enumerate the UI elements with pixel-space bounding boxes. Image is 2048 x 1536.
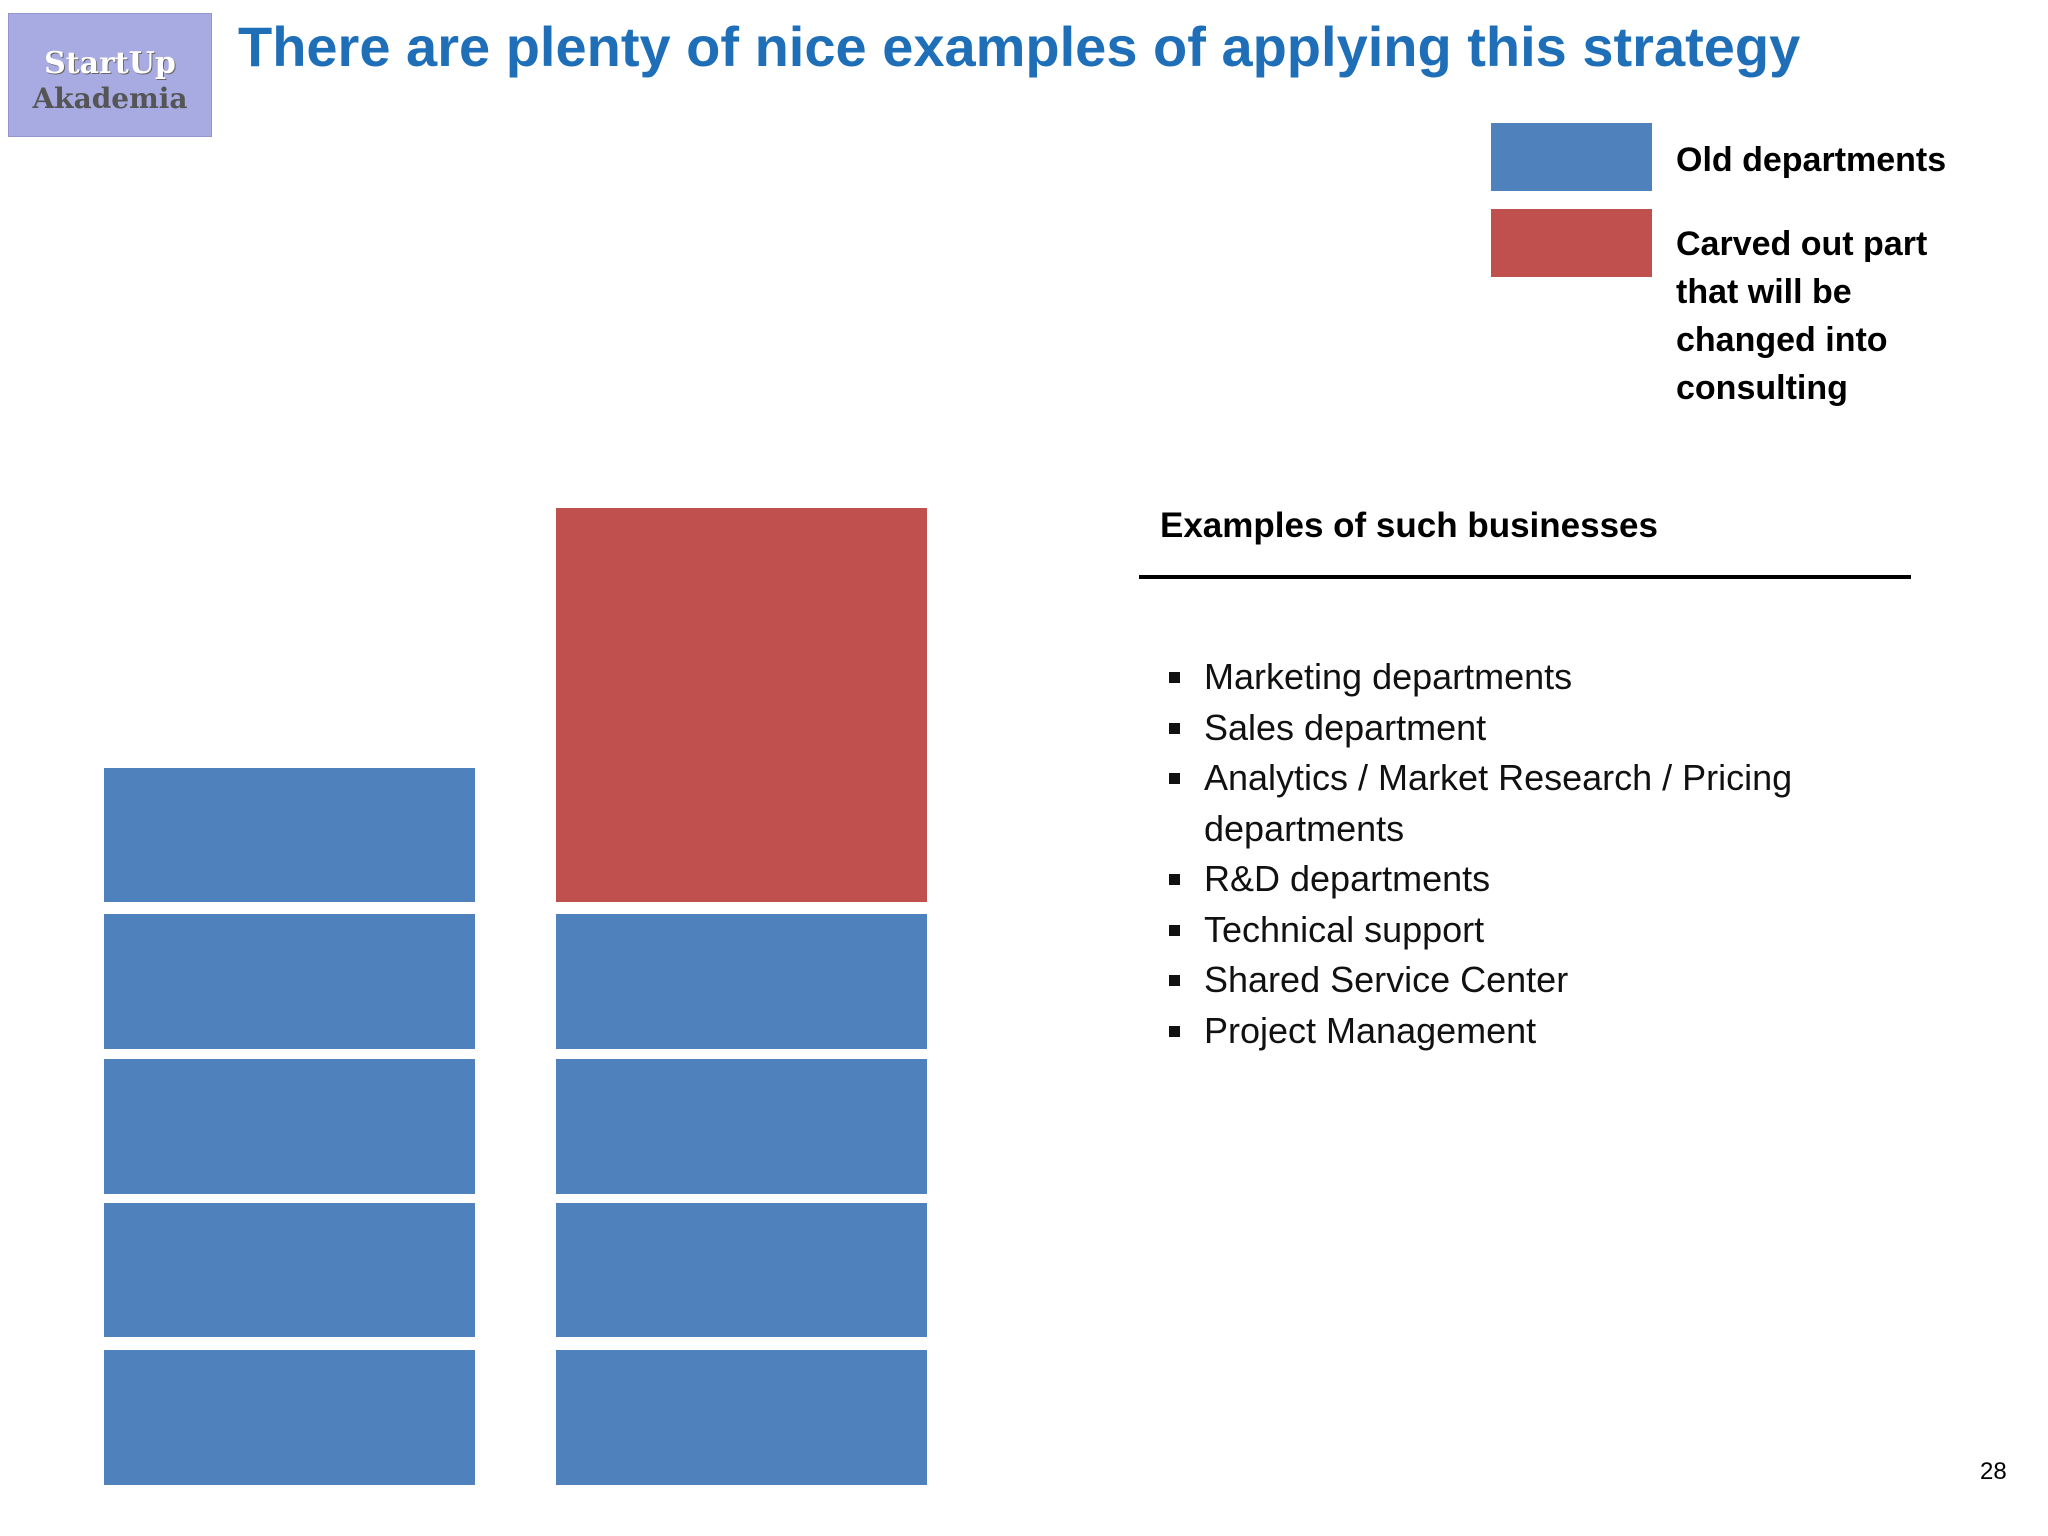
logo-text: Akademia (32, 82, 188, 115)
page-number: 28 (1980, 1458, 2007, 1485)
example-item: Technical support (1198, 905, 1848, 956)
department-block (104, 1350, 475, 1485)
legend-swatch (1491, 209, 1652, 277)
examples-heading: Examples of such businesses (1160, 506, 1658, 545)
logo: StartUp Akademia (8, 13, 212, 137)
title: There are plenty of nice examples of app… (238, 15, 1801, 78)
department-block (556, 1059, 927, 1194)
department-block (104, 1059, 475, 1194)
legend-swatch (1491, 123, 1652, 191)
department-block (556, 1203, 927, 1337)
legend-label: Carved out part that will be changed int… (1676, 225, 1928, 407)
examples-list: Marketing departmentsSales departmentAna… (1166, 652, 1848, 1056)
department-block (104, 914, 475, 1049)
carved-block (556, 508, 927, 902)
department-block (104, 768, 475, 902)
example-item: Project Management (1198, 1006, 1848, 1057)
example-item: Shared Service Center (1198, 955, 1848, 1006)
department-block (556, 1350, 927, 1485)
example-item: R&D departments (1198, 854, 1848, 905)
example-item: Sales department (1198, 703, 1848, 754)
example-item: Marketing departments (1198, 652, 1848, 703)
divider (1139, 575, 1911, 579)
department-block (556, 914, 927, 1049)
department-block (104, 1203, 475, 1337)
example-item: Analytics / Market Research / Pricing de… (1198, 753, 1848, 854)
legend-label: Old departments (1676, 141, 1947, 179)
logo-text: StartUp (44, 46, 176, 81)
